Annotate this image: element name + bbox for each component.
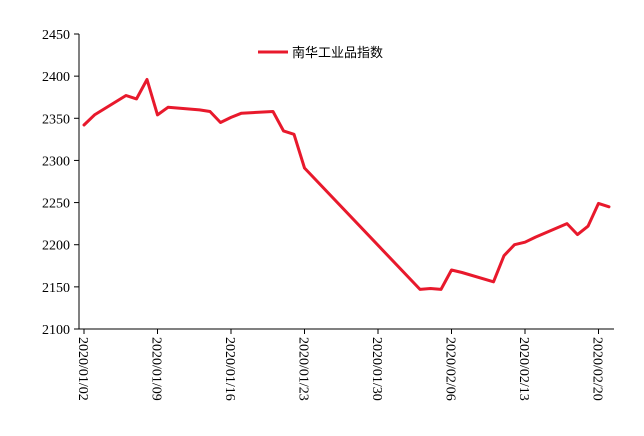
series-line-0 xyxy=(82,78,611,291)
x-axis: 2020/01/02 2020/01/09 2020/01/16 2020/01/23… xyxy=(75,328,614,401)
x-tick-label: 2020/01/09 xyxy=(149,337,164,401)
x-tick-label: 2020/01/23 xyxy=(296,337,311,401)
x-tick-label: 2020/02/20 xyxy=(590,337,605,401)
x-tick-label: 2020/02/13 xyxy=(516,337,531,401)
x-tick-label: 2020/01/16 xyxy=(222,337,237,401)
x-tick-label: 2020/02/06 xyxy=(443,337,458,401)
legend-label: 南华工业品指数 xyxy=(292,45,383,61)
y-tick-label: 2400 xyxy=(42,70,70,85)
y-tick-label: 2250 xyxy=(42,197,70,212)
y-tick-label: 2450 xyxy=(42,28,70,43)
y-tick-label: 2150 xyxy=(42,281,70,296)
legend: 南华工业品指数 xyxy=(258,45,383,61)
y-tick-label: 2200 xyxy=(42,239,70,254)
plot-area xyxy=(82,78,611,291)
y-tick-label: 2300 xyxy=(42,154,70,169)
y-tick-label: 2350 xyxy=(42,112,70,127)
y-axis: 2100 2150 2200 2250 2300 2350 2400 2450 xyxy=(42,28,80,338)
y-tick-label: 2100 xyxy=(42,323,70,338)
x-tick-label: 2020/01/02 xyxy=(75,337,90,401)
x-tick-label: 2020/01/30 xyxy=(369,337,384,401)
